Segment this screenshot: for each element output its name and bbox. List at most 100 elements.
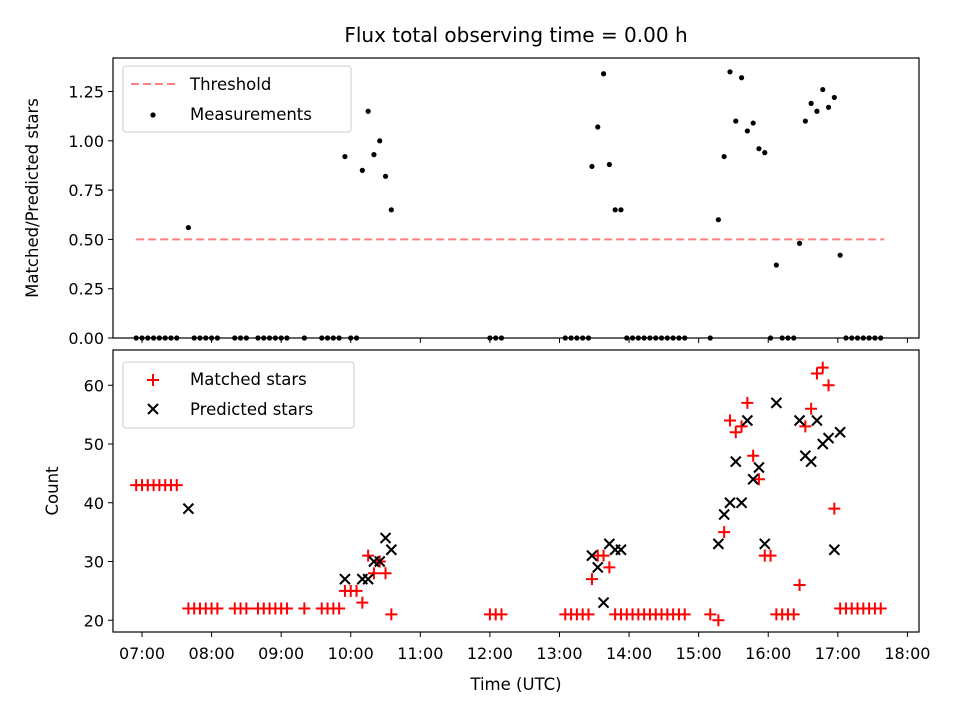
measurements-point [762,150,768,156]
ratio-x-ticks [141,338,908,343]
measurements-point [773,262,779,268]
y-tick-label: 0.00 [68,329,104,348]
predicted-stars-point [822,432,835,444]
measurements-point [831,94,837,101]
x-tick-label: 07:00 [119,644,165,663]
y-tick-label: 1.25 [68,83,104,102]
measurements-point [377,138,383,144]
measurements-point [185,224,191,231]
count-legend: Matched stars Predicted stars [122,361,355,429]
x-tick-label: 14:00 [606,644,652,663]
measurements-point [820,86,826,93]
matched-stars-point [585,573,598,586]
threshold-legend-label: Threshold [189,75,271,94]
matched-stars-point [597,549,610,562]
matched-legend-swatch [147,374,159,386]
matched-stars-point [810,367,823,380]
measurements-point [796,240,803,246]
measurements-point [382,173,389,179]
matched-stars-point [385,608,398,621]
count-x-axis: 07:00 08:00 09:00 10:00 11:00 12:00 13:00 14:00… [119,632,930,663]
matched-stars-point [735,420,748,433]
predicted-stars-point [379,532,392,544]
y-tick-label: 1.00 [68,132,104,151]
matched-stars-point [379,567,392,580]
predicted-stars-point [615,544,627,556]
matched-stars-point [764,549,777,562]
matched-stars-point [752,473,765,486]
matched-stars-point [678,608,691,621]
measurements-point [733,118,739,124]
measurements-point [342,153,348,160]
count-marks [130,361,887,627]
measurements-point [837,252,843,258]
matched-stars-point [367,567,380,580]
matched-stars-point [828,502,841,515]
predicted-legend-label: Predicted stars [190,400,313,419]
measurements-point [727,69,733,75]
ratio-y-axis-label: Matched/Predicted stars [23,98,42,298]
measurements-point [715,217,721,223]
measurements-point [589,163,595,170]
x-tick-label: 08:00 [189,644,235,663]
matched-stars-point [350,584,363,597]
measurements-point [595,124,601,130]
measurements-point [388,207,394,213]
predicted-stars-point [592,561,604,574]
predicted-stars-point [712,538,725,550]
y-tick-label: 40 [84,494,104,513]
x-tick-label: 12:00 [467,644,513,663]
matched-stars-point [170,479,183,492]
ratio-panel: Flux total observing time = 0.00 h 0.000… [23,23,920,348]
y-tick-label: 20 [84,611,104,630]
y-tick-label: 0.75 [68,181,104,200]
measurements-point [371,152,377,158]
y-tick-label: 0.50 [68,230,104,249]
matched-stars-point [729,426,742,439]
ratio-plot-frame [112,57,920,339]
measurements-point [618,207,624,213]
matched-stars-point [799,420,812,433]
x-tick-label: 16:00 [745,644,791,663]
predicted-stars-point [834,426,846,438]
x-tick-label: 17:00 [815,644,861,663]
y-tick-label: 0.25 [68,280,104,299]
measurements-point [606,161,612,168]
predicted-stars-point [741,414,754,427]
measurements-legend-label: Measurements [190,105,312,124]
measurements-point [744,128,750,134]
measurements-legend-swatch [150,112,156,118]
x-tick-label: 18:00 [884,644,930,663]
predicted-stars-point [586,549,598,562]
predicted-stars-point [735,497,748,509]
matched-stars-point [723,414,736,427]
count-legend-box [122,361,355,429]
matched-stars-point [816,361,829,374]
measurements-point [750,120,756,126]
measurements-point [814,108,820,114]
measurements-point [721,153,727,160]
predicted-legend-swatch [147,403,159,415]
x-tick-label: 11:00 [397,644,443,663]
measurements-point [600,71,607,77]
predicted-stars-point [811,414,823,427]
ratio-y-axis: 0.00 0.25 0.50 0.75 1.00 1.25 [68,83,113,348]
matched-stars-point [298,602,311,615]
matched-stars-point [280,602,293,615]
predicted-stars-point [753,461,765,474]
predicted-stars-point [597,596,610,609]
measurements-point [738,75,745,81]
matched-stars-point [495,608,508,621]
predicted-stars-point [362,573,374,585]
count-plot-frame [112,349,920,633]
measurements-point [825,104,832,110]
matched-stars-point [582,608,595,621]
predicted-stars-point [730,455,742,468]
matched-legend-label: Matched stars [190,370,307,389]
chart-title: Flux total observing time = 0.00 h [344,23,687,47]
predicted-stars-point [385,544,398,556]
matched-stars-point [362,549,375,562]
predicted-stars-point [793,414,806,427]
matched-stars-point [240,602,253,615]
